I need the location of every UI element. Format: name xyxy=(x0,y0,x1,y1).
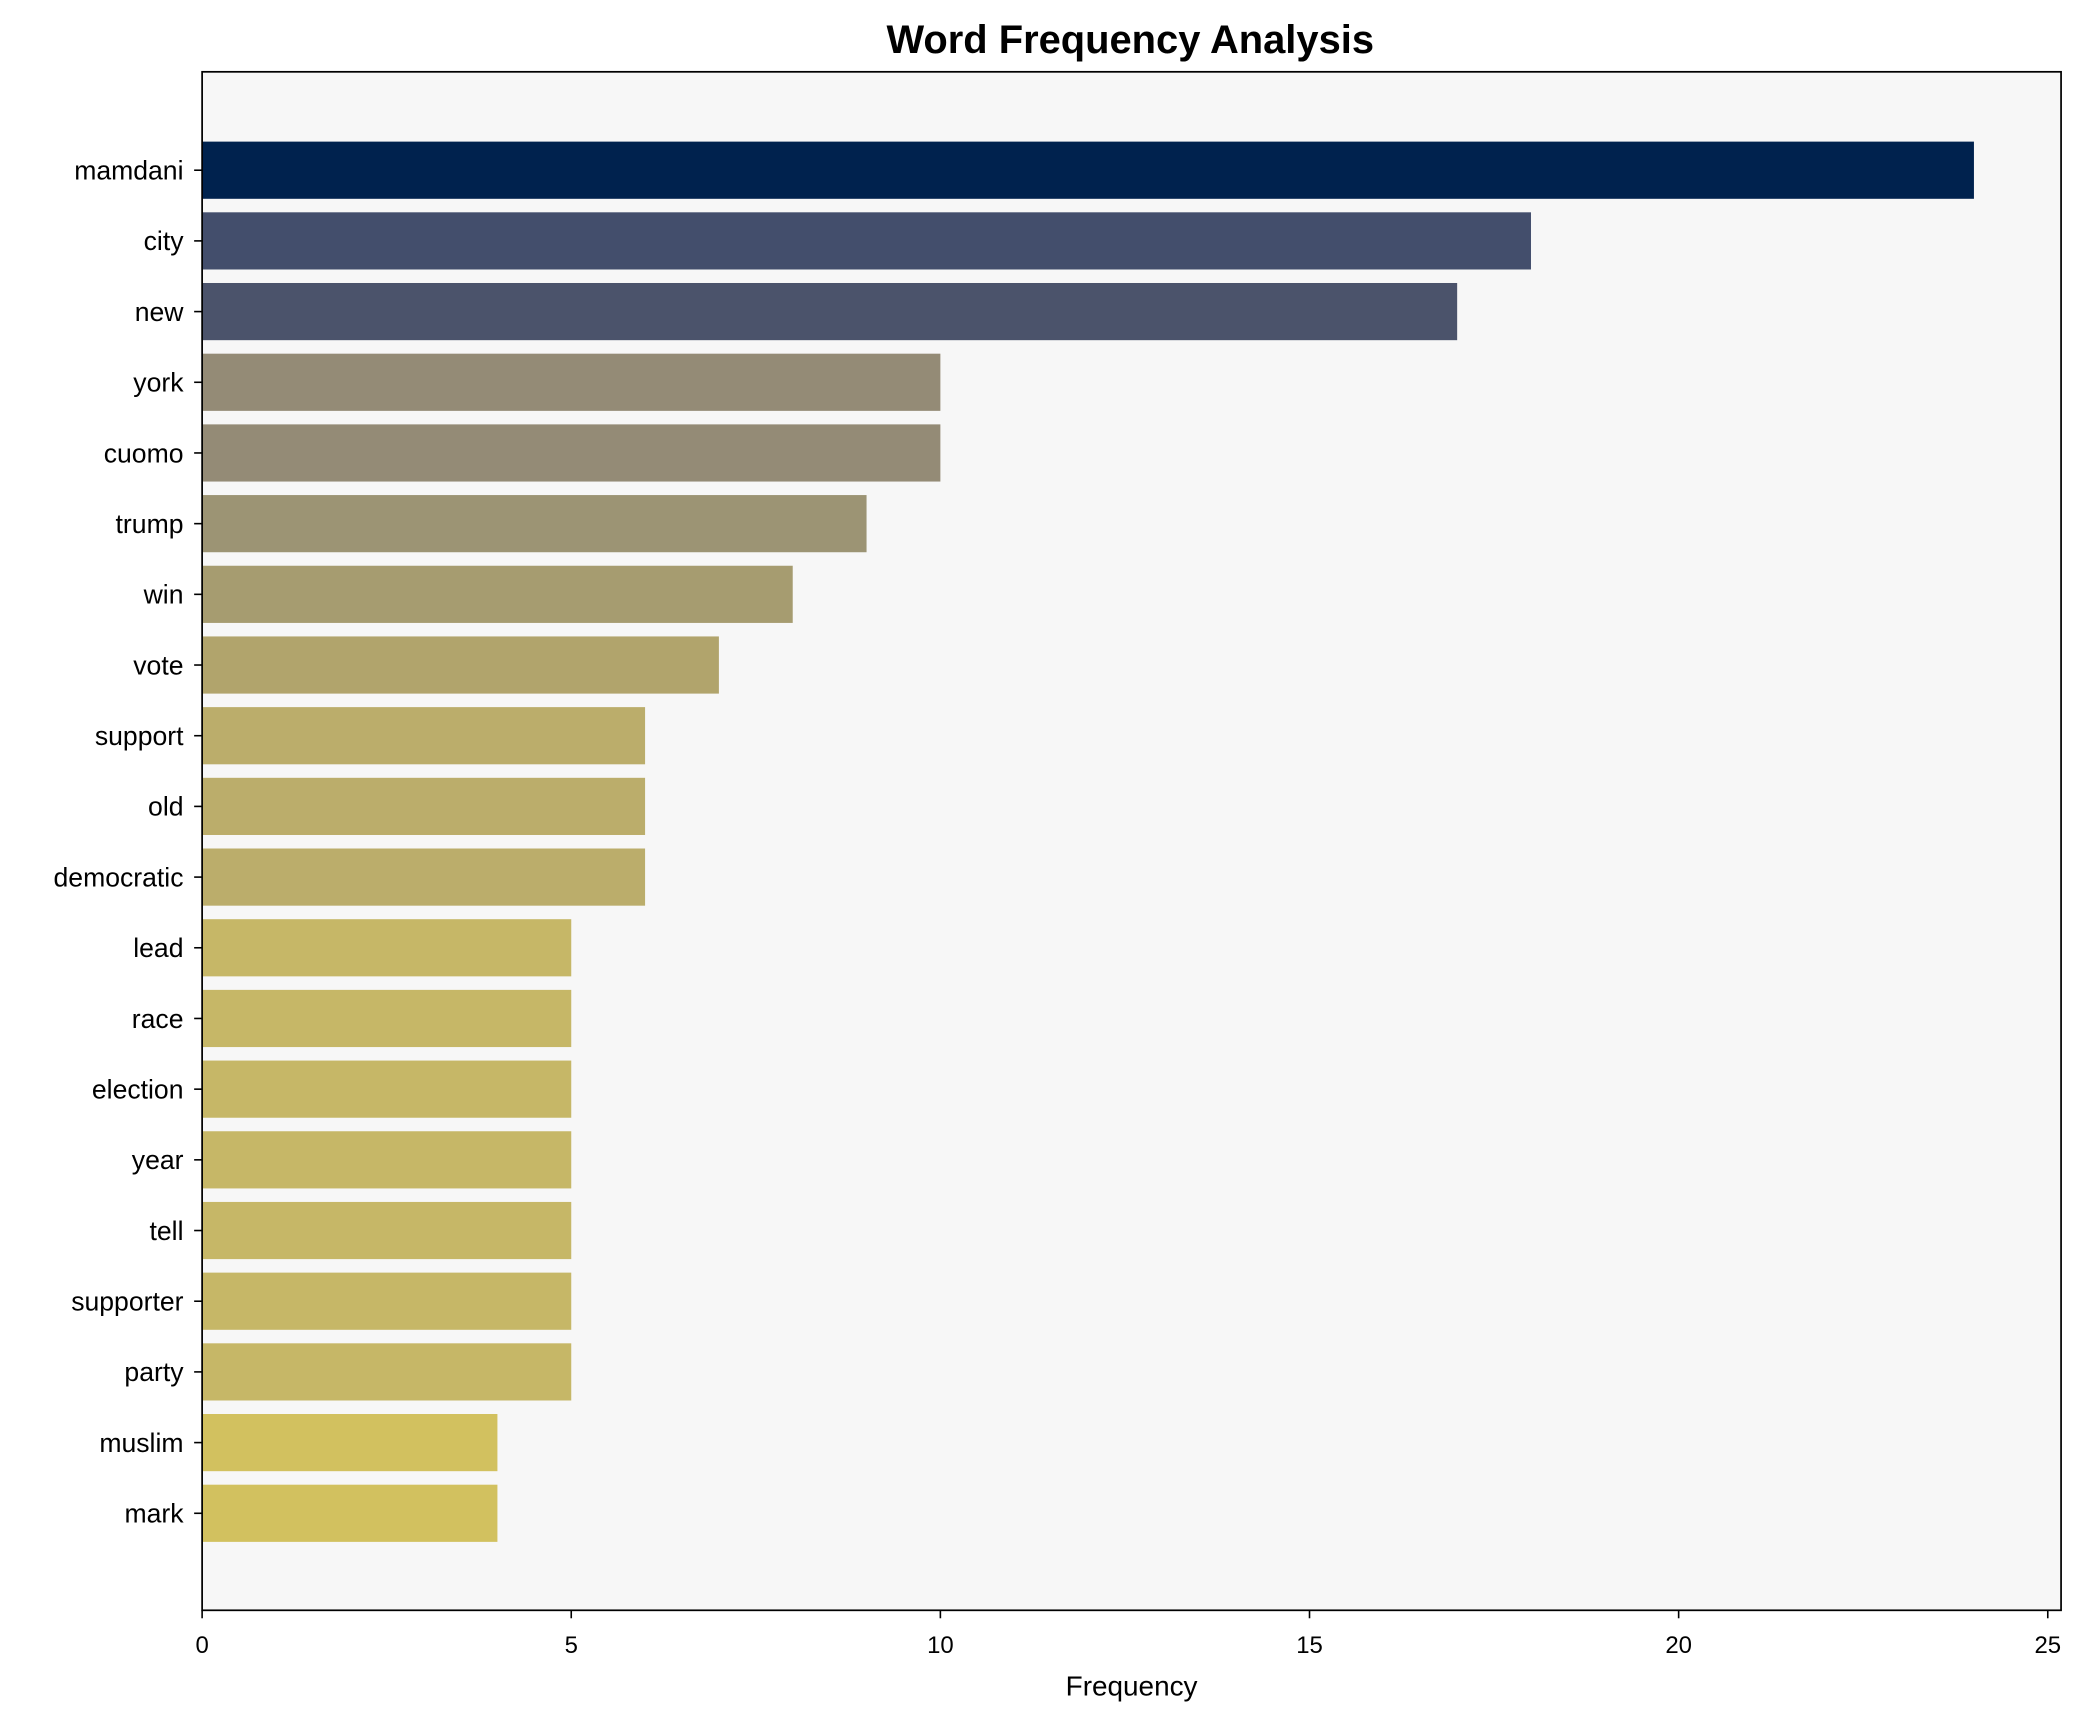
bar-vote xyxy=(202,636,719,694)
x-tick-label: 25 xyxy=(2034,1632,2061,1659)
x-tick-label: 0 xyxy=(195,1632,208,1659)
bar-party xyxy=(202,1343,572,1401)
bar-supporter xyxy=(202,1272,572,1330)
y-tick-label: election xyxy=(92,1074,184,1104)
bar-support xyxy=(202,707,646,765)
bar-race xyxy=(202,989,572,1048)
bar-year xyxy=(202,1131,572,1189)
bar-win xyxy=(202,565,793,623)
bar-trump xyxy=(202,495,867,553)
y-tick-label: york xyxy=(133,368,184,398)
x-tick-label: 5 xyxy=(565,1632,578,1659)
x-axis-label: Frequency xyxy=(1066,1670,1198,1701)
y-tick-label: vote xyxy=(133,650,183,680)
y-tick-label: trump xyxy=(116,509,184,539)
bar-cuomo xyxy=(202,424,941,482)
x-tick-label: 15 xyxy=(1296,1632,1323,1659)
y-tick-label: old xyxy=(148,792,183,822)
y-tick-label: democratic xyxy=(54,862,184,892)
bar-york xyxy=(202,353,941,411)
y-tick-label: mamdani xyxy=(74,156,183,186)
bar-democratic xyxy=(202,848,646,906)
y-tick-label: city xyxy=(144,226,185,256)
y-tick-label: mark xyxy=(124,1499,184,1529)
y-tick-label: supporter xyxy=(71,1287,183,1317)
y-tick-label: muslim xyxy=(99,1428,183,1458)
y-tick-label: new xyxy=(135,297,185,327)
y-tick-label: support xyxy=(95,721,184,751)
bar-mark xyxy=(202,1484,498,1542)
x-tick-label: 20 xyxy=(1665,1632,1692,1659)
x-tick-label: 10 xyxy=(927,1632,954,1659)
bar-city xyxy=(202,212,1531,270)
y-tick-label: year xyxy=(132,1145,184,1175)
y-tick-label: win xyxy=(143,580,184,610)
y-tick-label: party xyxy=(124,1357,184,1387)
bar-mamdani xyxy=(202,141,1974,199)
bar-muslim xyxy=(202,1414,498,1472)
chart-title: Word Frequency Analysis xyxy=(887,18,1375,62)
y-tick-label: race xyxy=(132,1004,184,1034)
y-tick-label: tell xyxy=(150,1216,184,1246)
bar-election xyxy=(202,1060,572,1118)
bar-tell xyxy=(202,1201,572,1260)
y-tick-label: lead xyxy=(133,933,183,963)
plot-frame xyxy=(201,70,2062,1612)
y-tick-label: cuomo xyxy=(104,438,184,468)
bar-old xyxy=(202,777,646,835)
bar-new xyxy=(202,282,1458,341)
bar-lead xyxy=(202,919,572,977)
